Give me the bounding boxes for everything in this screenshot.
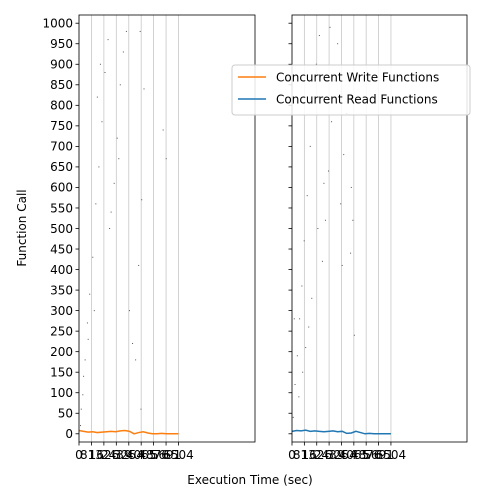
- x-tick-label: 4065: [339, 448, 370, 462]
- x-tick-label: 5691: [363, 448, 394, 462]
- y-tick-label: 750: [50, 119, 73, 133]
- concurrency-line: [291, 429, 391, 435]
- y-tick-label: 950: [50, 37, 73, 51]
- y-tick-label: 350: [50, 283, 73, 297]
- x-axis-label: Execution Time (sec): [187, 473, 312, 487]
- x-tick-label: 4876: [138, 448, 169, 462]
- x-tick-label: 3254: [326, 448, 357, 462]
- y-tick-label: 650: [50, 160, 73, 174]
- legend: Concurrent Write Functions Concurrent Rea…: [231, 64, 471, 116]
- y-tick-label: 100: [50, 386, 73, 400]
- legend-box: [231, 64, 471, 116]
- y-tick-label: 150: [50, 366, 73, 380]
- y-tick-label: 500: [50, 222, 73, 236]
- x-tick-label: 4876: [351, 448, 382, 462]
- y-tick-label: 800: [50, 99, 73, 113]
- x-tick-label: 3254: [114, 448, 145, 462]
- y-tick-label: 250: [50, 324, 73, 338]
- y-tick-label: 600: [50, 181, 73, 195]
- x-tick-label: 2439: [101, 448, 132, 462]
- x-tick-label: 4065: [126, 448, 157, 462]
- panel-1: 0813162624393254406548765691650405010015…: [42, 14, 256, 462]
- y-tick-label: 300: [50, 304, 73, 318]
- x-tick-label: 6504: [376, 448, 407, 462]
- x-tick-label: 6504: [163, 448, 194, 462]
- x-tick-label: 5691: [151, 448, 182, 462]
- y-tick-label: 50: [58, 407, 73, 421]
- y-tick-label: 0: [65, 427, 73, 441]
- y-tick-label: 400: [50, 263, 73, 277]
- x-tick-label: 1626: [301, 448, 332, 462]
- y-axis-label: Function Call: [15, 189, 29, 266]
- x-tick-label: 813: [80, 448, 103, 462]
- x-tick-label: 0: [75, 448, 83, 462]
- y-tick-label: 1000: [42, 17, 73, 31]
- axes-frame: [78, 14, 256, 443]
- y-tick-label: 900: [50, 58, 73, 72]
- y-tick-label: 700: [50, 140, 73, 154]
- x-tick-label: 1626: [89, 448, 120, 462]
- y-tick-label: 550: [50, 201, 73, 215]
- y-tick-label: 200: [50, 345, 73, 359]
- y-tick-label: 850: [50, 78, 73, 92]
- legend-label: Concurrent Write Functions: [276, 71, 439, 85]
- legend-label: Concurrent Read Functions: [276, 93, 438, 107]
- x-tick-label: 2439: [314, 448, 345, 462]
- panels: 0813162624393254406548765691650405010015…: [42, 14, 468, 462]
- x-tick-label: 813: [293, 448, 316, 462]
- x-tick-label: 0: [288, 448, 296, 462]
- y-tick-label: 450: [50, 242, 73, 256]
- concurrency-line: [78, 429, 179, 435]
